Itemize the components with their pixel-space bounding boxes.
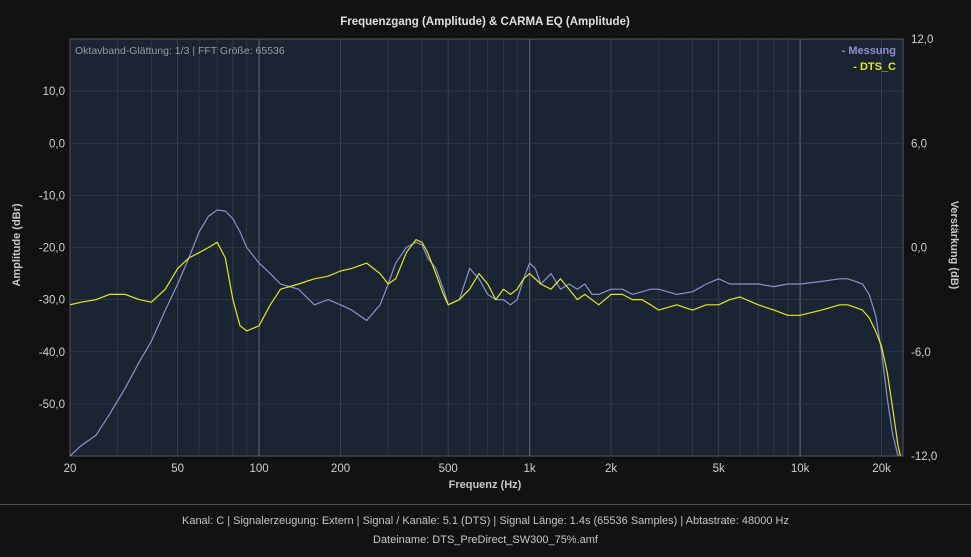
y2-tick-label: -12,0 [911,451,937,463]
tick-labels: 20 50 100 200 500 1k 2k 5k 10k 20k 10,0 0,0 -10,0 -20… [39,34,937,475]
y-tick-label: 10,0 [43,86,65,98]
x-axis-label: Frequenz (Hz) [449,479,522,491]
chart-subtitle: Oktavband-Glättung: 1/3 | FFT Größe: 655… [75,45,285,57]
legend-entry-messung: - Messung [842,45,896,57]
frequency-response-chart: 20 50 100 200 500 1k 2k 5k 10k 20k 10,0 0,0 -10,0 -20… [11,16,960,491]
y-axis-label: Amplitude (dBr) [11,203,23,286]
y2-tick-label: 12,0 [911,34,933,46]
y2-tick-label: -6,0 [911,347,931,359]
x-tick-label: 500 [439,463,458,475]
x-tick-label: 5k [713,463,725,475]
y2-axis-label: Verstärkung (dB) [948,201,960,290]
y-tick-label: -10,0 [39,190,65,202]
chart-title: Frequenzgang (Amplitude) & CARMA EQ (Amp… [340,16,630,28]
x-tick-label: 2k [605,463,617,475]
x-tick-label: 50 [171,463,184,475]
y-tick-label: -30,0 [39,295,65,307]
y2-tick-label: 0,0 [911,243,927,255]
x-tick-label: 20 [64,463,77,475]
footer-filename-line: Dateiname: DTS_PreDirect_SW300_75%.amf [373,534,598,546]
y2-tick-label: 6,0 [911,138,927,150]
y-tick-label: -40,0 [39,347,65,359]
data-lines [70,209,902,456]
y-tick-label: 0,0 [49,138,65,150]
x-tick-label: 200 [331,463,350,475]
x-tick-label: 20k [872,463,891,475]
x-tick-label: 10k [791,463,810,475]
y-tick-label: -20,0 [39,243,65,255]
footer: Kanal: C | Signalerzeugung: Extern | Sig… [0,504,971,557]
x-tick-label: 1k [524,463,536,475]
x-tick-label: 100 [249,463,268,475]
footer-info-line: Kanal: C | Signalerzeugung: Extern | Sig… [181,515,789,527]
series-line-messung [70,209,899,456]
legend-entry-dts-c: - DTS_C [853,61,896,73]
series-line-dts-c [70,239,902,456]
y-tick-label: -50,0 [39,399,65,411]
